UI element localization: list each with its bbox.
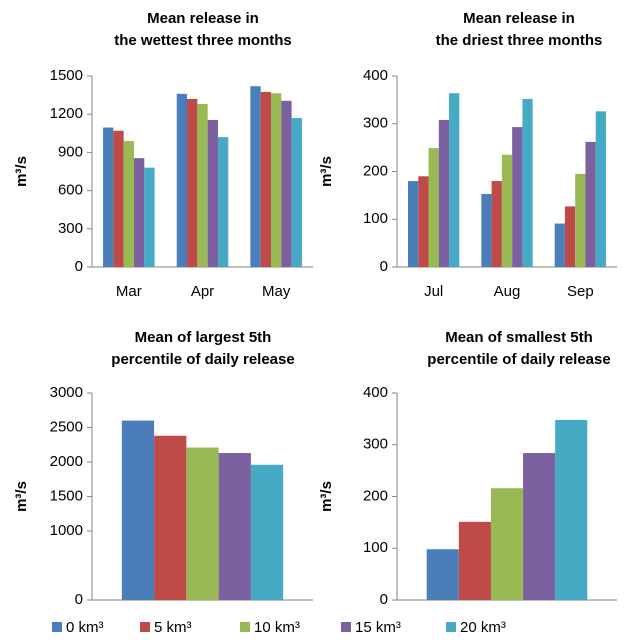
bar [595,111,606,268]
y-tick-label: 3000 [50,384,83,401]
bar [428,148,439,267]
y-tick-label: 1200 [50,105,83,122]
y-tick-label: 2500 [50,418,83,435]
chart-title: Mean of smallest 5th percentile of daily… [427,329,611,368]
bar [121,420,155,600]
bar [133,158,145,267]
y-tick-label: 0 [75,258,83,275]
y-tick-label: 100 [363,210,388,227]
y-tick-label: 1500 [50,487,83,504]
bar [154,435,187,600]
x-tick-label: Jul [424,283,443,300]
bar [585,141,596,267]
bar [408,181,419,267]
y-tick-label: 200 [363,487,388,504]
y-tick-label: 0 [380,258,388,275]
bar [490,488,524,600]
bar [481,193,492,267]
y-tick-label: 300 [58,220,83,237]
y-tick-label: 600 [58,182,83,199]
legend-swatch [52,622,62,632]
bar [426,549,459,600]
bar [512,127,523,267]
y-tick-label: 400 [363,67,388,84]
y-tick-label: 2000 [50,453,83,470]
legend-label: 20 km³ [460,619,506,636]
bar [554,223,565,267]
y-axis-label: m³/s [13,481,30,512]
x-tick-label: Apr [191,283,214,300]
y-tick-label: 100 [363,539,388,556]
bar [555,419,588,600]
bar [523,453,556,600]
bar [217,137,229,267]
x-tick-label: Sep [567,283,594,300]
chart-title: Mean release in the driest three months [435,10,603,49]
bar [113,130,124,267]
legend-swatch [140,622,150,632]
bar [522,98,533,267]
legend-label: 0 km³ [66,619,104,636]
bar [250,86,261,267]
legend-label: 15 km³ [355,619,401,636]
bar [250,464,284,600]
y-axis-label: m³/s [318,481,335,512]
legend-label: 5 km³ [154,619,192,636]
bar [197,104,208,267]
y-tick-label: 0 [380,591,388,608]
y-tick-label: 300 [363,115,388,132]
bar [449,93,460,267]
bar [501,154,513,267]
bar [207,119,218,268]
legend-label: 10 km³ [254,619,300,636]
bar [291,118,302,268]
legend-swatch [446,622,456,632]
x-tick-label: May [262,283,291,300]
bar [575,173,586,267]
bar [218,453,251,600]
y-tick-label: 1500 [50,67,83,84]
legend-swatch [341,622,351,632]
chart-title: Mean of largest 5th percentile of daily … [111,329,295,368]
bar [271,93,282,267]
y-axis-label: m³/s [13,156,30,187]
bar [438,119,450,268]
y-tick-label: 300 [363,436,388,453]
y-tick-label: 1000 [50,522,83,539]
bar [491,181,502,267]
bar [186,447,219,600]
bar [260,91,272,268]
bar [103,127,114,267]
x-tick-label: Mar [116,283,142,300]
y-tick-label: 400 [363,384,388,401]
y-tick-label: 0 [75,591,83,608]
y-tick-label: 900 [58,143,83,160]
legend-swatch [240,622,250,632]
bar [458,521,491,600]
bar [281,100,292,267]
y-axis-label: m³/s [318,156,335,187]
x-tick-label: Aug [494,283,521,300]
y-tick-label: 200 [363,162,388,179]
bar [564,206,576,267]
bar [176,93,188,268]
chart-title: Mean release in the wettest three months [114,10,292,49]
bar [144,167,155,267]
bar [123,140,134,267]
bar [418,176,429,267]
bar [187,98,198,267]
